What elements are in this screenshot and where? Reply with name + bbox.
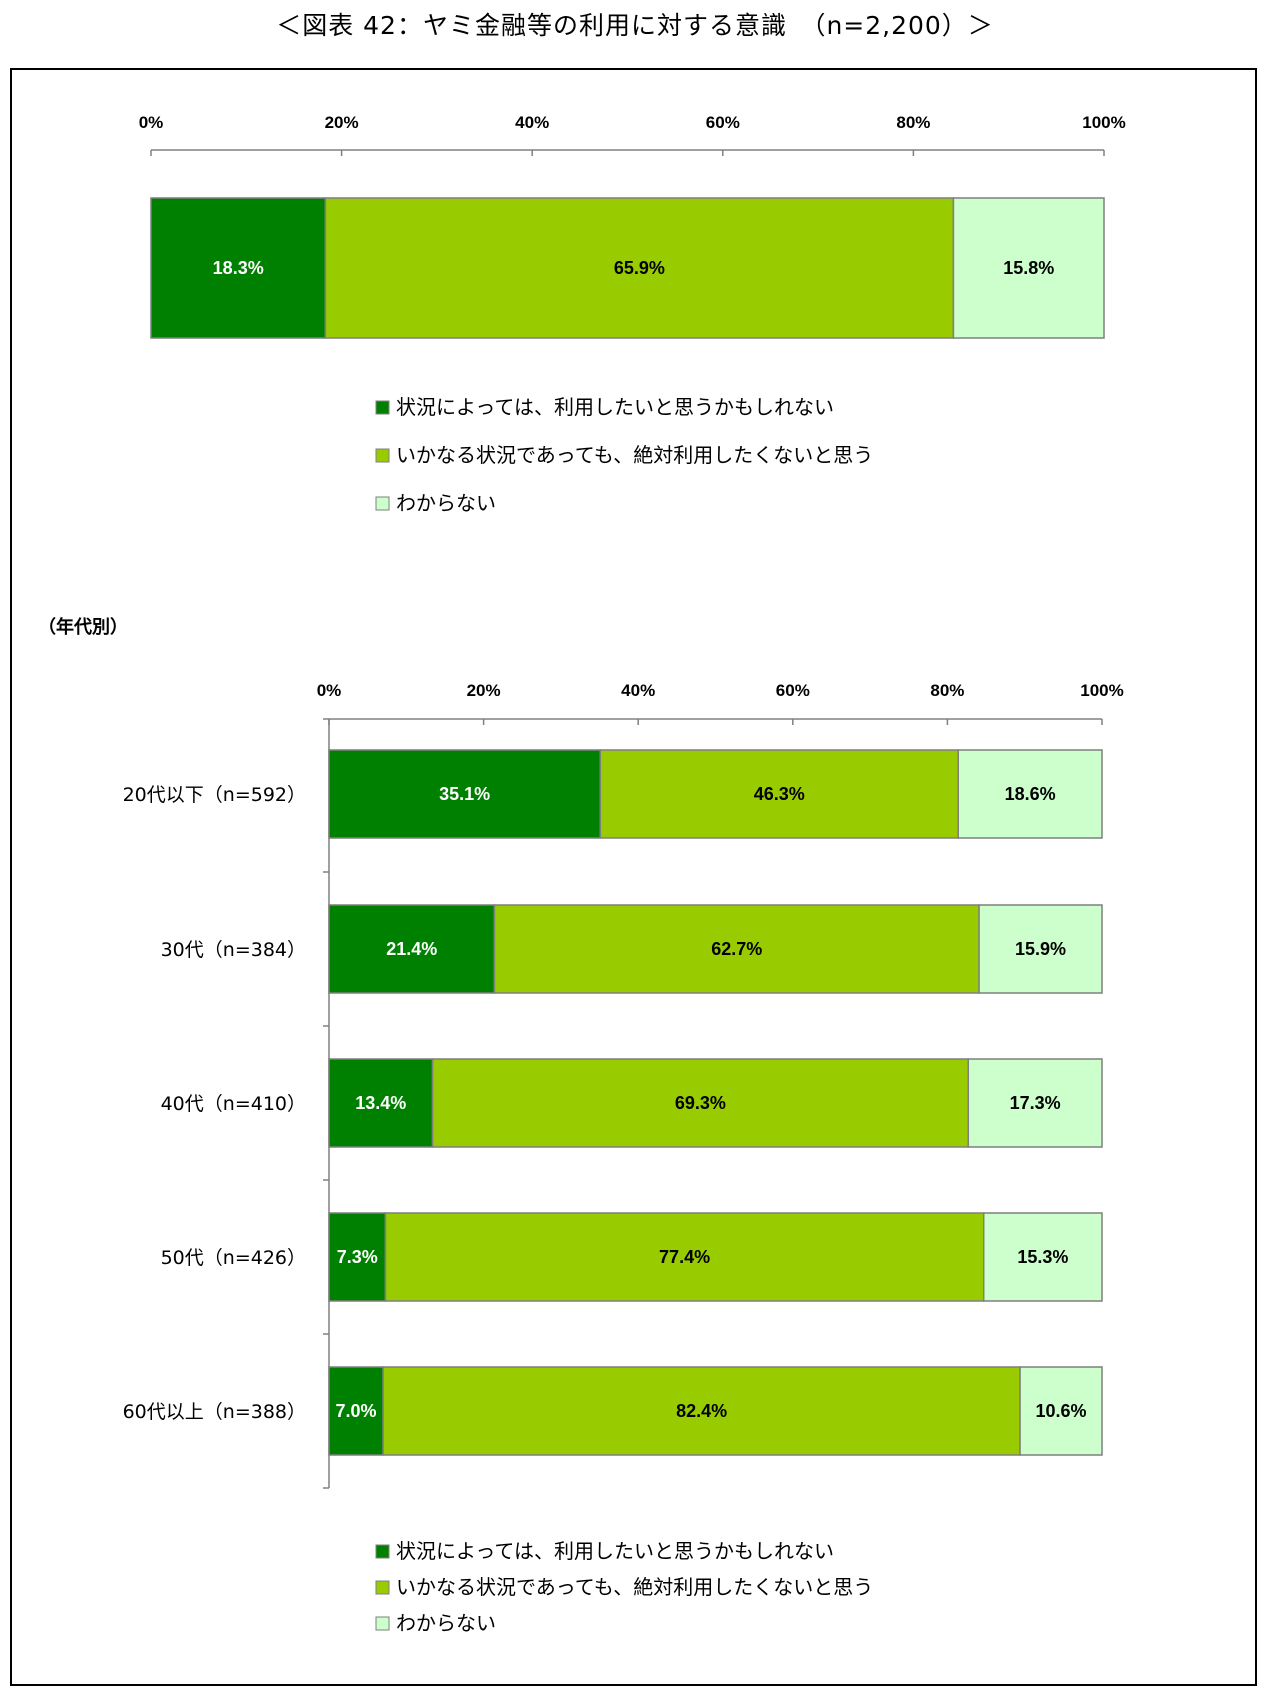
bar-segment	[431, 1058, 970, 1148]
legend-swatch	[375, 1544, 390, 1559]
x-tick-label: 20%	[325, 113, 359, 132]
bar-segment	[328, 1212, 387, 1302]
bar-segment	[384, 1212, 985, 1302]
data-label: 7.0%	[336, 1401, 377, 1421]
category-label: 20代以下（n=592）	[123, 784, 306, 806]
data-label: 15.9%	[1015, 939, 1066, 959]
data-label: 10.6%	[1036, 1401, 1087, 1421]
x-tick-label: 60%	[776, 681, 810, 700]
legend-label: いかなる状況であっても、絶対利用したくないと思う	[396, 443, 873, 467]
legend-label: わからない	[396, 1611, 496, 1635]
category-label: 50代（n=426）	[161, 1247, 306, 1269]
legend-label: いかなる状況であっても、絶対利用したくないと思う	[396, 1575, 873, 1599]
data-label: 15.3%	[1017, 1247, 1068, 1267]
bar-segment	[328, 1366, 384, 1456]
chart-frame	[10, 68, 1257, 1686]
data-label: 21.4%	[386, 939, 437, 959]
bar-segment	[328, 749, 602, 839]
category-label: 40代（n=410）	[161, 1093, 306, 1115]
bar-segment	[599, 749, 959, 839]
legend-swatch	[375, 496, 390, 511]
x-tick-label: 40%	[515, 113, 549, 132]
bar-segment	[493, 904, 980, 994]
bar-segment	[324, 197, 955, 339]
legend-label: わからない	[396, 491, 496, 515]
bar-segment	[328, 904, 496, 994]
bar-segment	[957, 749, 1103, 839]
data-label: 7.3%	[337, 1247, 378, 1267]
x-tick-label: 100%	[1082, 113, 1125, 132]
data-label: 17.3%	[1010, 1093, 1061, 1113]
bar-segment	[967, 1058, 1103, 1148]
category-label: 30代（n=384）	[161, 939, 306, 961]
data-label: 69.3%	[675, 1093, 726, 1113]
bar-segment	[382, 1366, 1021, 1456]
x-tick-label: 60%	[706, 113, 740, 132]
data-label: 15.8%	[1003, 258, 1054, 278]
legend-swatch	[375, 400, 390, 415]
data-label: 46.3%	[754, 784, 805, 804]
legend-swatch	[375, 448, 390, 463]
x-tick-label: 0%	[139, 113, 164, 132]
x-tick-label: 80%	[930, 681, 964, 700]
legend-label: 状況によっては、利用したいと思うかもしれない	[396, 395, 834, 419]
data-label: 35.1%	[439, 784, 490, 804]
legend-swatch	[375, 1616, 390, 1631]
bar-segment	[328, 1058, 434, 1148]
x-tick-label: 20%	[467, 681, 501, 700]
bar-segment	[978, 904, 1103, 994]
x-tick-label: 0%	[317, 681, 342, 700]
legend-swatch	[375, 1580, 390, 1595]
data-label: 77.4%	[659, 1247, 710, 1267]
category-label: 60代以上（n=388）	[123, 1401, 306, 1423]
figure-title: ＜図表 42：ヤミ金融等の利用に対する意識 （n=2,200）＞	[276, 11, 994, 40]
data-label: 18.3%	[213, 258, 264, 278]
data-label: 82.4%	[676, 1401, 727, 1421]
x-tick-label: 80%	[896, 113, 930, 132]
data-label: 13.4%	[355, 1093, 406, 1113]
bar-segment	[952, 197, 1105, 339]
data-label: 65.9%	[614, 258, 665, 278]
group-note-label: （年代別）	[38, 616, 128, 638]
legend-label: 状況によっては、利用したいと思うかもしれない	[396, 1539, 834, 1563]
data-label: 18.6%	[1005, 784, 1056, 804]
data-label: 62.7%	[711, 939, 762, 959]
x-tick-label: 100%	[1080, 681, 1123, 700]
bar-segment	[1019, 1366, 1103, 1456]
bar-segment	[150, 197, 327, 339]
bar-segment	[982, 1212, 1103, 1302]
x-tick-label: 40%	[621, 681, 655, 700]
